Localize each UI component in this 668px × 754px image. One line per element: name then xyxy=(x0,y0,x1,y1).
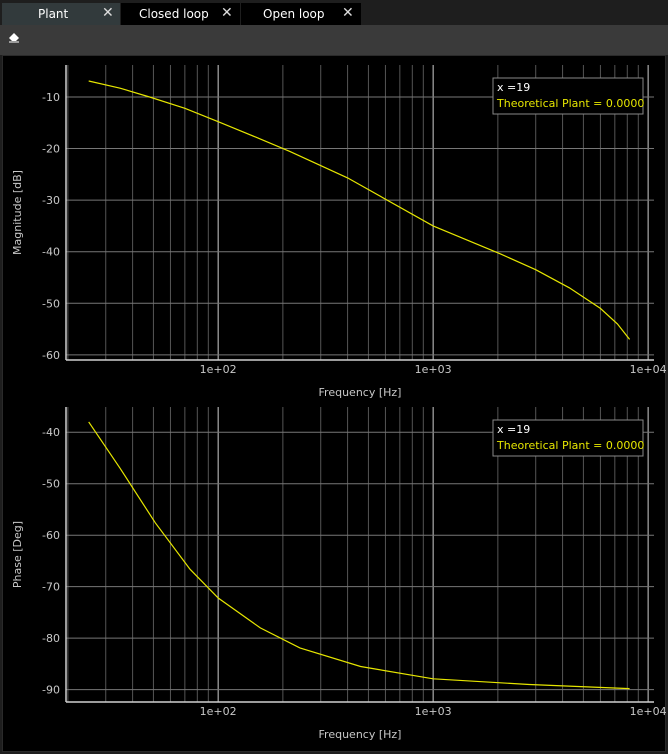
y-tick-label: -60 xyxy=(42,349,60,362)
y-tick-label: -60 xyxy=(42,529,60,542)
series-line xyxy=(88,80,631,340)
chart-1: -40 -50 -60 -70 -80 -90 1e+02 1e+03 1e+04 Frequen… xyxy=(11,407,667,741)
y-tick-label: -80 xyxy=(42,632,60,645)
legend: x =19 Theoretical Plant = 0.0000 xyxy=(492,77,644,115)
y-tick-label: -90 xyxy=(42,684,60,697)
tab-label: Closed loop xyxy=(139,7,209,21)
tab-closed-loop[interactable]: Closed loop ✕ xyxy=(121,3,240,25)
series-line xyxy=(88,421,630,690)
close-icon[interactable]: ✕ xyxy=(221,5,233,21)
x-tick-label: 1e+02 xyxy=(200,705,237,718)
x-tick-label: 1e+03 xyxy=(415,705,452,718)
y-axis-label: Magnitude [dB] xyxy=(11,170,24,255)
tab-bar: Plant ✕ Closed loop ✕ Open loop ✕ xyxy=(0,0,668,25)
y-tick-label: -40 xyxy=(42,246,60,259)
y-tick-label: -10 xyxy=(42,91,60,104)
tab-open-loop[interactable]: Open loop ✕ xyxy=(241,3,361,25)
y-tick-label: -50 xyxy=(42,297,60,310)
legend-box xyxy=(492,77,644,115)
legend-entry: Theoretical Plant = 0.0000 xyxy=(496,439,644,452)
y-axis-label: Phase [Deg] xyxy=(11,521,24,588)
legend-box xyxy=(492,419,644,457)
x-axis-label: Frequency [Hz] xyxy=(319,728,402,741)
x-tick-label: 1e+04 xyxy=(630,705,667,718)
legend-x-value: x =19 xyxy=(497,423,530,436)
x-tick-label: 1e+02 xyxy=(200,363,237,376)
y-tick-label: -20 xyxy=(42,143,60,156)
tab-label: Plant xyxy=(38,7,69,21)
y-tick-label: -50 xyxy=(42,478,60,491)
y-tick-label: -40 xyxy=(42,426,60,439)
y-tick-label: -70 xyxy=(42,581,60,594)
chart-0: -10 -20 -30 -40 -50 -60 1e+02 1e+03 1e+04 Frequen… xyxy=(11,65,667,399)
y-tick-label: -30 xyxy=(42,194,60,207)
tab-label: Open loop xyxy=(263,7,325,21)
x-tick-label: 1e+04 xyxy=(630,363,667,376)
x-tick-label: 1e+03 xyxy=(415,363,452,376)
x-axis-label: Frequency [Hz] xyxy=(319,386,402,399)
close-icon[interactable]: ✕ xyxy=(342,5,354,21)
tab-plant[interactable]: Plant ✕ xyxy=(2,3,120,25)
legend: x =19 Theoretical Plant = 0.0000 xyxy=(492,419,644,457)
legend-x-value: x =19 xyxy=(497,81,530,94)
toolbar xyxy=(0,25,668,55)
legend-entry: Theoretical Plant = 0.0000 xyxy=(496,97,644,110)
close-icon[interactable]: ✕ xyxy=(102,5,114,21)
eraser-icon[interactable] xyxy=(8,31,20,47)
